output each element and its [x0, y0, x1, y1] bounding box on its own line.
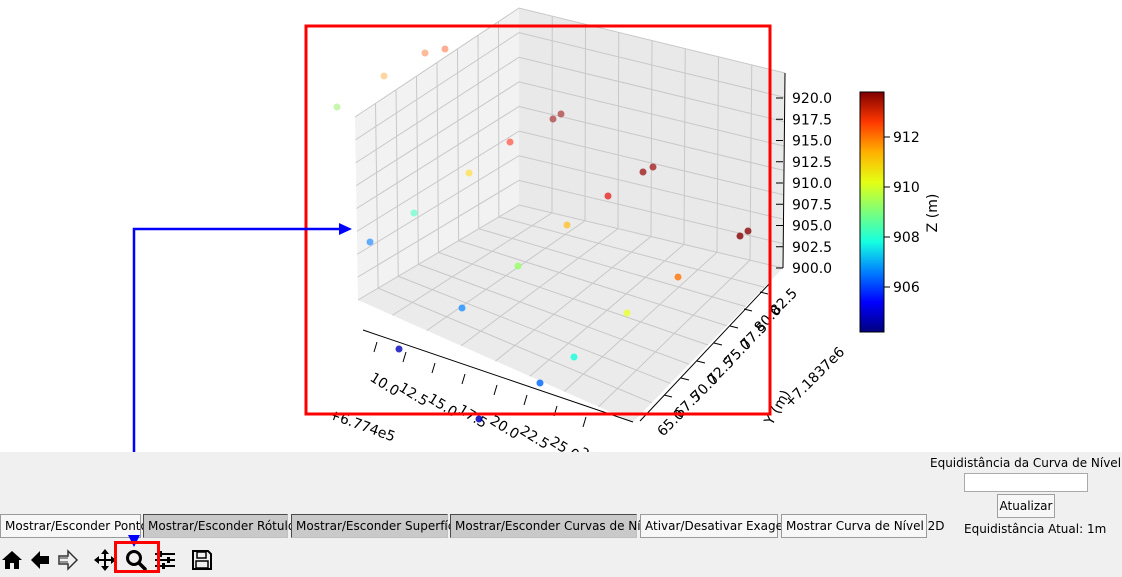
- x-tick-label: 12.5: [396, 380, 431, 410]
- scatter-point: [563, 221, 571, 229]
- x-tick-label: 27.5: [576, 445, 611, 452]
- colorbar-tick-label: 906: [893, 280, 920, 296]
- scatter-point: [380, 72, 388, 80]
- toggle-exaggeration-button[interactable]: Ativar/Desativar Exagero: [640, 514, 795, 538]
- annotation-arrow-line: [132, 227, 345, 452]
- scatter-point: [475, 415, 483, 423]
- x-axis-line: [362, 329, 634, 423]
- y-tick-mark: [743, 308, 753, 312]
- scatter-point: [736, 232, 744, 240]
- z-axis-line: [782, 72, 786, 269]
- y-axis-line: [639, 282, 771, 422]
- scatter-point: [649, 163, 657, 171]
- z-tick-label: 912.5: [792, 155, 832, 171]
- y-tick-mark: [759, 291, 769, 295]
- scatter-point: [514, 262, 522, 270]
- x-tick-label: 20.0: [487, 413, 522, 443]
- back-icon[interactable]: [28, 548, 52, 572]
- scatter-point: [549, 115, 557, 123]
- x-tick-mark: [582, 416, 587, 428]
- z-ticks: 900.0 902.5 905.0 907.5 910.0 912.5 915.0 917.5…: [776, 91, 832, 277]
- z-tick-label: 915.0: [792, 134, 832, 150]
- scatter-points: [333, 45, 752, 423]
- scatter-point: [744, 227, 752, 235]
- zoom-icon[interactable]: [124, 548, 148, 572]
- z-tick-label: 907.5: [792, 197, 832, 213]
- scatter-point: [395, 345, 403, 353]
- pan-icon[interactable]: [93, 548, 117, 572]
- scatter-point: [639, 168, 647, 176]
- scatter-point: [674, 273, 682, 281]
- x-tick-mark: [431, 362, 436, 374]
- scatter-point: [506, 138, 514, 146]
- x-tick-label: 15.0: [425, 391, 460, 421]
- annotation-arrowhead-right: [339, 223, 352, 235]
- scatter-point: [458, 304, 466, 312]
- plot-canvas[interactable]: 900.0 902.5 905.0 907.5 910.0 912.5 915.0 917.5…: [0, 0, 1122, 452]
- x-tick-mark: [461, 373, 466, 385]
- scatter-point: [366, 238, 374, 246]
- z-tick-label: 902.5: [792, 240, 832, 256]
- forward-icon[interactable]: [56, 548, 80, 572]
- colorbar-tick-label: 910: [893, 180, 920, 196]
- show-2d-contour-button[interactable]: Mostrar Curva de Nível 2D: [781, 514, 945, 538]
- highlight-box-plot: [304, 24, 772, 416]
- toggle-labels-button[interactable]: Mostrar/Esconder Rótulos: [143, 514, 301, 538]
- floor-pane: [358, 205, 783, 422]
- current-spacing: Equidistância Atual: 1m: [964, 522, 1107, 536]
- z-tick-label: 905.0: [792, 219, 832, 235]
- scatter-point: [333, 103, 341, 111]
- colorbar-label: Z (m): [925, 194, 941, 233]
- x-tick-mark: [373, 341, 378, 353]
- x-tick-mark: [402, 351, 407, 363]
- z-tick-label: 917.5: [792, 112, 832, 128]
- home-icon[interactable]: [0, 548, 24, 572]
- spacing-label: Equidistância da Curva de Nível (m):: [930, 456, 1122, 470]
- x-tick-label: 10.0: [367, 370, 402, 400]
- colorbar-ticks: 912 910 908 906: [884, 130, 920, 296]
- z-tick-label: 900.0: [792, 261, 832, 277]
- scatter-point: [557, 110, 565, 118]
- y-tick-mark: [680, 377, 690, 381]
- y-tick-mark: [663, 394, 673, 398]
- scatter-point: [623, 309, 631, 317]
- x-tick-mark: [523, 394, 528, 406]
- z-tick-label: 920.0: [792, 91, 832, 107]
- highlight-box-zoom: [114, 541, 160, 573]
- toggle-points-button[interactable]: Mostrar/Esconder Pontos: [0, 514, 154, 538]
- scatter-point: [570, 353, 578, 361]
- scatter-point: [465, 169, 473, 177]
- y-tick-mark: [713, 342, 723, 346]
- colorbar: [859, 91, 885, 333]
- x-tick-label: 25.0: [547, 434, 582, 452]
- toggle-surface-button[interactable]: Mostrar/Esconder Superfície: [291, 514, 465, 538]
- toggle-contours-button[interactable]: Mostrar/Esconder Curvas de Nível: [450, 514, 658, 538]
- y-tick-mark: [729, 325, 739, 329]
- colorbar-tick-label: 908: [893, 230, 920, 246]
- x-tick-mark: [493, 384, 498, 396]
- y-offset-label: +7.1837e6: [782, 344, 849, 411]
- update-button[interactable]: Atualizar: [997, 494, 1055, 518]
- x-tick-label: 22.5: [517, 423, 552, 452]
- save-icon[interactable]: [190, 548, 214, 572]
- y-tick-mark: [696, 360, 706, 364]
- grid-lines: [354, 7, 786, 408]
- spacing-input[interactable]: [964, 473, 1088, 492]
- scatter-point: [536, 379, 544, 387]
- scatter-point: [421, 49, 429, 57]
- colorbar-tick-label: 912: [893, 130, 920, 146]
- x-tick-label: 17.5: [455, 402, 490, 432]
- scatter-point: [410, 209, 418, 217]
- scatter-point: [604, 192, 612, 200]
- scatter-point: [441, 45, 449, 53]
- z-tick-label: 910.0: [792, 176, 832, 192]
